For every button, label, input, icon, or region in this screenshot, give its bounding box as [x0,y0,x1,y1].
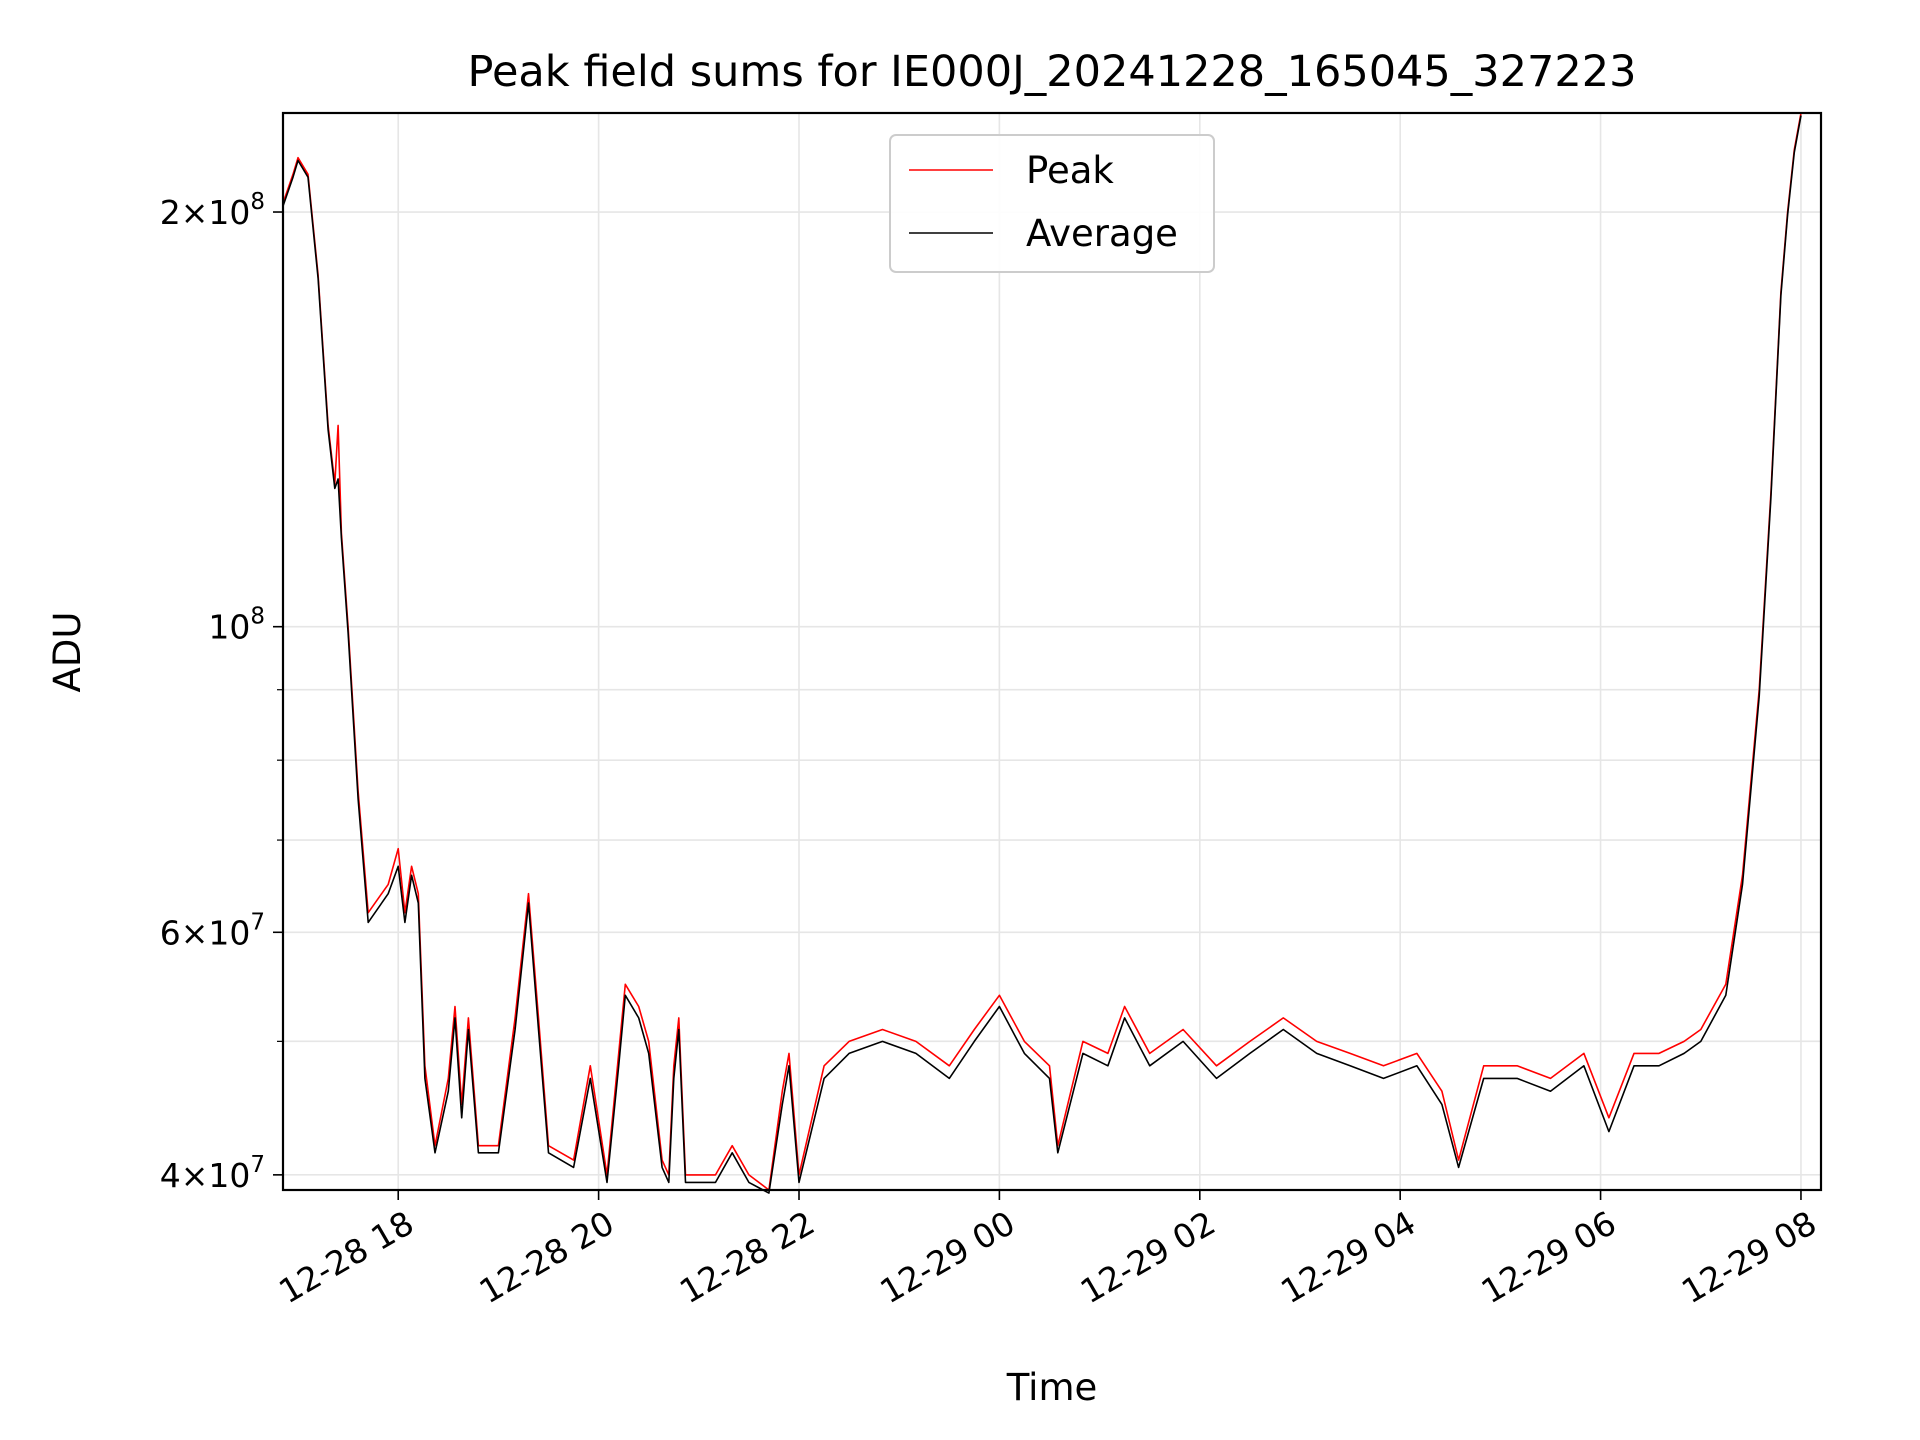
y-tick-label: 2×108 [160,189,265,232]
legend-label-peak: Peak [1026,149,1114,192]
plot-frame [281,111,1823,1192]
y-tick-label-base: 6×10 [160,913,251,952]
y-tick-label: 108 [208,604,265,647]
grid [283,113,1821,1190]
series-line-average [282,115,1802,1194]
y-tick-label-base: 10 [208,608,250,647]
y-tick-label-base: 4×10 [160,1156,251,1195]
x-axis-label: Time [1006,1366,1098,1409]
y-tick-label-exponent: 7 [250,909,265,935]
y-tick-label: 6×107 [160,909,265,952]
y-tick-label: 4×107 [160,1152,265,1195]
y-tick-label-exponent: 8 [250,604,265,630]
legend: Peak Average [889,134,1215,273]
y-axis-label: ADU [46,612,89,693]
y-tick-label-exponent: 8 [250,189,265,215]
y-tick-label-base: 2×10 [160,193,251,232]
y-tick-label-exponent: 7 [250,1152,265,1178]
legend-label-average: Average [1026,212,1178,255]
chart-title: Peak field sums for IE000J_20241228_1650… [468,47,1637,97]
